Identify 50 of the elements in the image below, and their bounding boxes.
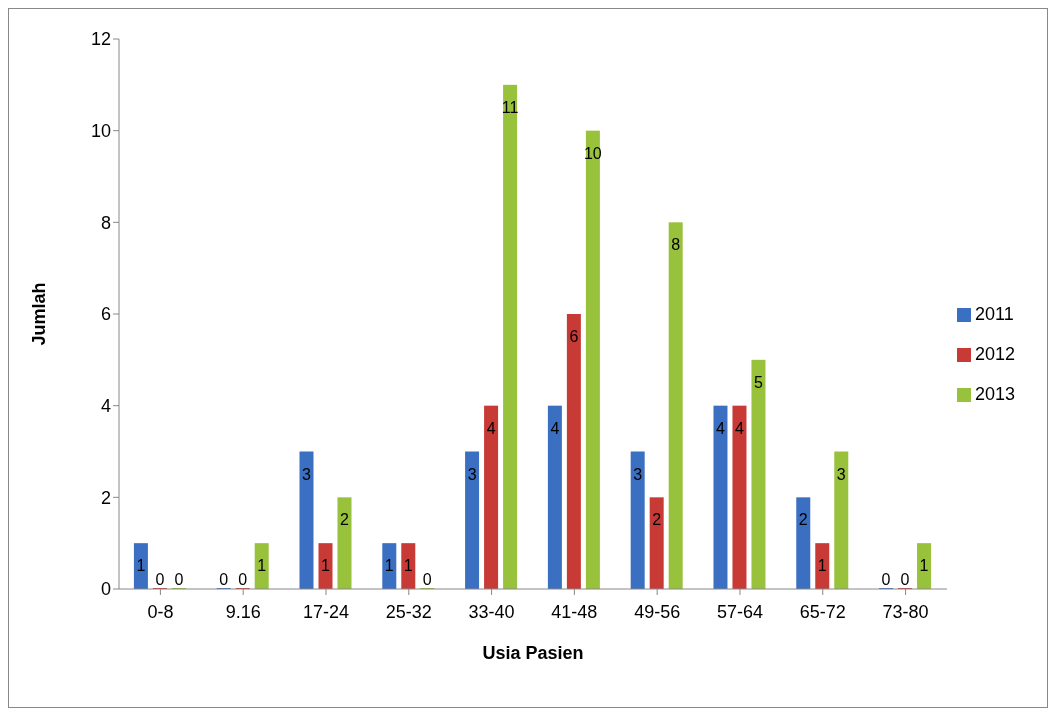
x-tick-label: 41-48 bbox=[551, 601, 598, 622]
y-tick-label: 8 bbox=[100, 212, 111, 233]
data-label: 1 bbox=[919, 557, 929, 575]
data-label: 3 bbox=[836, 465, 846, 483]
data-label: 3 bbox=[467, 465, 477, 483]
data-label: 4 bbox=[716, 419, 726, 437]
data-label: 1 bbox=[321, 557, 331, 575]
data-label: 0 bbox=[422, 571, 432, 588]
x-tick-label: 73-80 bbox=[882, 601, 929, 622]
x-tick-label: 25-32 bbox=[385, 601, 432, 622]
data-label: 6 bbox=[569, 328, 579, 345]
data-label: 0 bbox=[219, 571, 229, 588]
y-tick-label: 0 bbox=[100, 579, 111, 600]
data-label: 4 bbox=[735, 419, 745, 437]
x-tick-label: 57-64 bbox=[716, 601, 763, 622]
legend-label: 2012 bbox=[974, 344, 1015, 364]
data-label: 0 bbox=[900, 571, 910, 588]
data-label: 0 bbox=[155, 571, 165, 588]
y-axis-title: Jumlah bbox=[29, 282, 50, 346]
data-label: 3 bbox=[633, 465, 643, 483]
data-label: 1 bbox=[257, 557, 267, 575]
data-label: 1 bbox=[136, 557, 146, 575]
data-label: 1 bbox=[384, 557, 394, 575]
x-axis-title: Usia Pasien bbox=[482, 643, 584, 663]
data-label: 4 bbox=[550, 419, 560, 437]
data-label: 0 bbox=[881, 571, 891, 588]
data-label: 4 bbox=[486, 419, 496, 437]
data-label: 2 bbox=[798, 511, 808, 529]
data-label: 0 bbox=[238, 571, 248, 588]
x-tick-label: 49-56 bbox=[634, 601, 681, 622]
data-label: 2 bbox=[652, 511, 662, 529]
x-tick-label: 9.16 bbox=[225, 601, 261, 622]
legend-label: 2011 bbox=[974, 304, 1014, 324]
y-tick-label: 6 bbox=[100, 304, 111, 325]
y-tick-label: 4 bbox=[100, 396, 111, 417]
y-tick-label: 12 bbox=[90, 29, 111, 50]
data-label: 3 bbox=[302, 465, 312, 483]
y-tick-label: 2 bbox=[100, 487, 111, 508]
data-label: 1 bbox=[817, 557, 827, 575]
x-tick-label: 65-72 bbox=[799, 601, 846, 622]
data-label: 0 bbox=[174, 571, 184, 588]
data-label: 1 bbox=[403, 557, 413, 575]
legend-label: 2013 bbox=[974, 384, 1015, 404]
y-tick-label: 10 bbox=[90, 121, 111, 142]
data-label: 5 bbox=[754, 373, 764, 391]
x-tick-label: 0-8 bbox=[147, 601, 174, 622]
data-label: 8 bbox=[671, 236, 681, 254]
x-tick-label: 17-24 bbox=[302, 601, 350, 622]
data-label: 2 bbox=[340, 511, 350, 529]
x-tick-label: 33-40 bbox=[468, 601, 515, 622]
